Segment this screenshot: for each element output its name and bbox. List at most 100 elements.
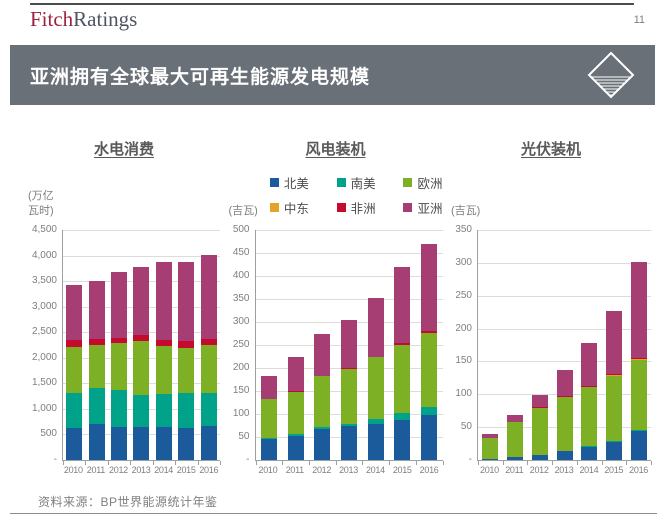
chart-header-hydro: (万亿 瓦时) [28,164,220,218]
bar-segment-欧洲 [133,341,150,395]
x-axis-label: 2015 [176,465,196,475]
bar-segment-北美 [178,427,195,460]
y-tick-label: 100 [232,408,250,419]
gridline [478,262,651,264]
bar-segment-亚洲 [66,285,83,341]
stacked-bar-2010 [66,285,83,460]
bar-segment-南美 [394,412,411,420]
bar-segment-亚洲 [605,310,622,374]
x-axis-label: 2014 [154,465,174,475]
stacked-bar-2010 [482,433,499,460]
bar-segment-南美 [200,393,217,427]
bar-segment-南美 [630,429,647,432]
x-tick [175,461,177,465]
bar-slot-2013 [130,230,152,460]
bar-segment-亚洲 [88,281,105,339]
y-tick-label: 500 [40,428,57,440]
x-tick [651,461,652,465]
bar-slot-2012 [108,230,130,460]
legend-item-非洲: 非洲 [336,198,376,217]
gridline [255,253,443,254]
bar-segment-非洲 [155,339,172,347]
legend-label: 中东 [283,202,309,216]
stacked-bar-2011 [507,414,524,460]
source-note: 资料来源：BP世界能源统计年鉴 [38,495,218,509]
bar-segment-欧洲 [314,376,331,427]
x-tick [107,461,109,465]
x-tick [576,461,578,465]
y-tick-label: 250 [232,339,250,350]
y-tick-label: 350 [455,224,472,235]
x-tick [415,461,417,465]
y-tick-label: 300 [455,256,472,268]
top-rule [30,3,634,5]
bar-segment-南美 [314,426,331,429]
y-tick-label: 150 [232,385,250,396]
bar-segment-北美 [394,419,411,460]
x-tick [527,461,529,465]
bar-segment-欧洲 [155,346,172,395]
bar-segment-北美 [260,439,277,460]
legend-item-北美: 北美 [269,173,309,192]
bar-segment-北美 [630,431,647,460]
x-axis-labels: 2010 2011 2012 2013 2014 2015 2016 [477,465,651,475]
charts-row: 水电消费 (万亿 瓦时) - 500 1,000 1,500 2,000 2,500 3,0… [0,138,665,475]
bar-segment-亚洲 [531,394,548,408]
y-tick-label: 4,000 [31,249,57,261]
x-tick [308,461,310,465]
x-axis-label: 2012 [312,465,332,475]
gridline [478,295,651,297]
bar-segment-北美 [111,426,128,460]
x-tick [442,461,444,465]
x-tick [626,461,628,465]
bar-segment-南美 [260,438,277,440]
bar-segment-北美 [507,456,524,460]
bar-segment-南美 [341,424,358,427]
bar-slot-2015 [175,230,197,460]
x-axis-label: 2014 [365,465,385,475]
chart-area-wind: - 50 100 150 200 250 300 350 400 450 500 [229,225,444,465]
y-tick-label: 150 [455,355,472,367]
x-axis-label: 2016 [419,465,439,475]
bar-segment-亚洲 [581,343,598,386]
bar-segment-欧洲 [341,368,358,425]
bar-segment-中东 [605,375,622,376]
brand-fitch: Fitch [30,7,74,31]
bar-segment-非洲 [581,385,598,388]
legend-label: 欧洲 [417,177,443,191]
x-tick [63,461,64,465]
x-tick [220,461,221,465]
bar-slot-2011 [282,230,309,460]
gridline [255,276,443,277]
x-tick [85,461,87,465]
stacked-bar-2012 [531,394,548,460]
stacked-bar-2015 [394,266,411,460]
bar-segment-北美 [531,454,548,460]
bar-segment-欧洲 [421,333,438,408]
x-tick [152,461,154,465]
y-tick-label: 50 [460,421,472,433]
bar-segment-南美 [178,392,195,428]
page-header: FitchRatings 11 [30,9,645,30]
bar-segment-非洲 [605,373,622,376]
x-axis-label: 2013 [339,465,358,475]
gridline [63,230,220,231]
legend-swatch [336,178,346,187]
x-axis-label: 2011 [86,465,105,475]
bar-segment-南美 [367,418,384,424]
bar-segment-亚洲 [133,266,150,336]
bar-segment-北美 [482,458,499,460]
bar-segment-非洲 [630,357,647,360]
bar-segment-非洲 [367,356,384,358]
bar-slot-2014 [577,230,602,460]
x-axis-label: 2016 [629,465,648,475]
bar-segment-非洲 [556,396,573,397]
bar-segment-非洲 [88,338,105,346]
bar-slot-2013 [552,230,577,460]
chart-title-solar: 光伏装机 [520,141,581,158]
bar-segment-亚洲 [111,272,128,338]
y-axis-labels: - 50 100 150 200 250 300 350 400 450 500 [229,225,255,465]
bar-segment-亚洲 [482,433,499,439]
bar-segment-非洲 [200,338,217,346]
legend-swatch [403,203,413,212]
